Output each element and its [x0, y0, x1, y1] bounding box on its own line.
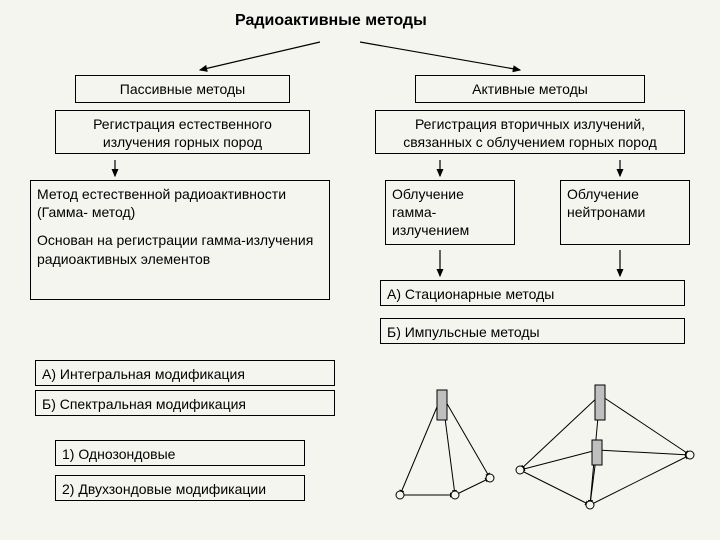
box-double: 2) Двухзондовые модификации [55, 475, 305, 501]
box-neutron: Облучение нейтронами [560, 180, 690, 245]
box-stationary: А) Стационарные методы [380, 280, 685, 306]
box-gamma: Облучение гамма-излучением [385, 180, 515, 245]
box-passive-sub: Регистрация естественного излучения горн… [55, 110, 310, 154]
method-line2: Основан на регистрации гамма-излучения р… [37, 231, 323, 267]
box-active: Активные методы [415, 75, 645, 103]
box-passive: Пассивные методы [75, 75, 290, 103]
box-impulse: Б) Импульсные методы [380, 318, 685, 344]
box-single: 1) Однозондовые [55, 440, 305, 466]
method-line1: Метод естественной радиоактивности (Гамм… [37, 185, 323, 221]
box-spectral: Б) Спектральная модификация [35, 390, 335, 416]
box-integral: А) Интегральная модификация [35, 360, 335, 386]
box-method-natural: Метод естественной радиоактивности (Гамм… [30, 180, 330, 300]
box-active-sub: Регистрация вторичных излучений, связанн… [375, 110, 685, 154]
main-title: Радиоактивные методы [235, 12, 427, 30]
